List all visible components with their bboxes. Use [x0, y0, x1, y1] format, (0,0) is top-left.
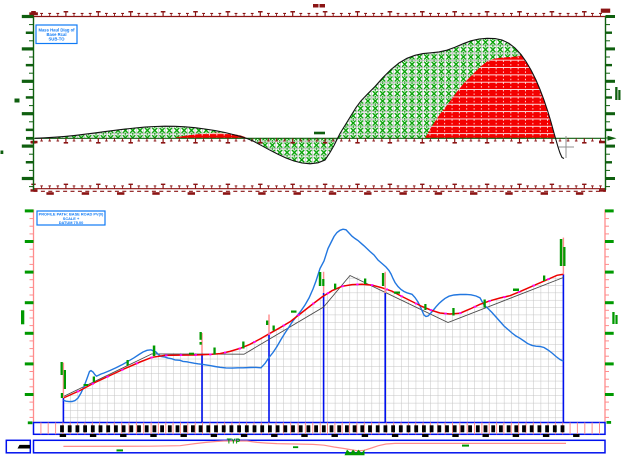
svg-text:DATUM 75.00: DATUM 75.00: [59, 220, 84, 225]
svg-text:Mass Haul Diag of: Mass Haul Diag of: [38, 28, 75, 33]
svg-text:SCALE +: SCALE +: [63, 216, 80, 221]
svg-text:PROFILE PATH: BASE ROAD PV(0): PROFILE PATH: BASE ROAD PV(0): [39, 212, 104, 217]
svg-text:SUB-TO: SUB-TO: [49, 37, 66, 42]
svg-text:TYP: TYP: [227, 439, 241, 446]
svg-text:Base Rcal: Base Rcal: [46, 32, 66, 37]
